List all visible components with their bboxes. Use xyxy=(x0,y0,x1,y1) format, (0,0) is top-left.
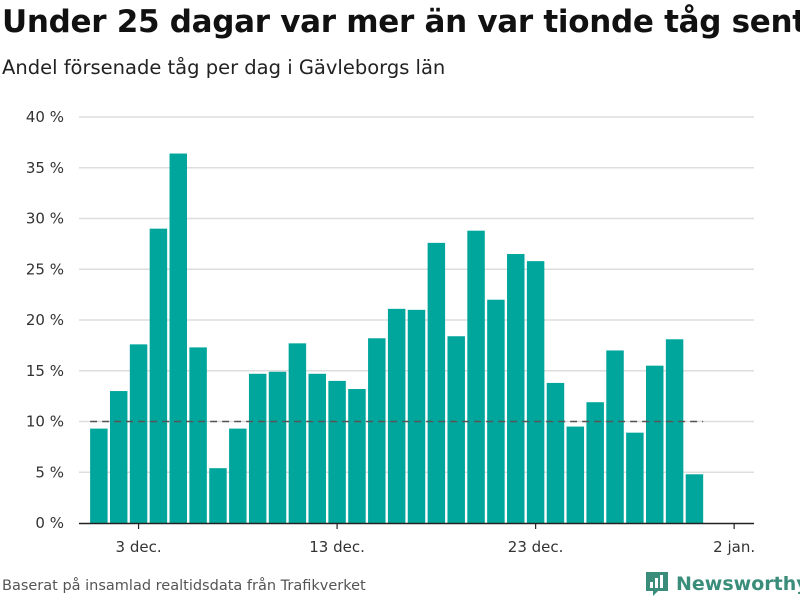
bar xyxy=(665,339,684,523)
bar xyxy=(229,428,247,523)
x-tick-label: 2 jan. xyxy=(713,538,755,556)
y-tick-label: 20 % xyxy=(26,311,64,329)
bar xyxy=(288,343,307,523)
bars xyxy=(90,153,704,524)
bar xyxy=(109,391,128,523)
y-tick-label: 10 % xyxy=(26,413,64,431)
bar xyxy=(646,365,664,523)
bar xyxy=(387,308,406,523)
chart-title: Under 25 dagar var mer än var tionde tåg… xyxy=(2,4,800,40)
bar xyxy=(566,426,585,523)
y-axis-ticks: 0 % 5 % 10 % 15 % 20 % 25 % 30 % 35 % 40 % xyxy=(26,108,64,532)
x-tick-label: 23 dec. xyxy=(508,538,564,556)
bar xyxy=(526,261,545,523)
bar xyxy=(348,389,366,523)
y-tick-label: 5 % xyxy=(35,463,64,481)
chart-subtitle: Andel försenade tåg per dag i Gävleborgs… xyxy=(2,56,446,79)
y-tick-label: 40 % xyxy=(26,108,64,126)
source-note: Baserat på insamlad realtidsdata från Tr… xyxy=(2,578,366,594)
bar xyxy=(248,373,267,523)
bar xyxy=(169,153,187,524)
x-tick-label: 13 dec. xyxy=(309,538,365,556)
bar xyxy=(447,336,465,523)
bar xyxy=(685,474,704,523)
bar xyxy=(308,373,326,523)
y-tick-label: 35 % xyxy=(26,159,64,177)
bar xyxy=(209,468,227,523)
y-tick-label: 15 % xyxy=(26,362,64,380)
bar xyxy=(546,382,565,523)
bar xyxy=(427,242,446,524)
bar xyxy=(586,402,604,523)
brand-logo: Newsworthy xyxy=(644,569,800,599)
bar xyxy=(189,347,207,523)
bar xyxy=(149,228,168,523)
bar xyxy=(90,428,108,523)
bar xyxy=(467,230,485,523)
bar xyxy=(606,350,624,523)
bar xyxy=(407,309,426,523)
bar xyxy=(328,380,346,523)
x-axis: 3 dec. 13 dec. 23 dec. 2 jan. xyxy=(79,522,755,556)
bar xyxy=(129,344,148,523)
bar xyxy=(368,338,386,523)
y-tick-label: 0 % xyxy=(35,514,64,532)
y-tick-label: 30 % xyxy=(26,210,64,228)
bar-chart-badge-icon xyxy=(646,572,668,596)
y-tick-label: 25 % xyxy=(26,260,64,278)
x-tick-label: 3 dec. xyxy=(116,538,162,556)
bar xyxy=(268,371,287,523)
bar xyxy=(507,254,525,523)
bar xyxy=(487,299,505,523)
brand-name: Newsworthy xyxy=(676,573,800,595)
bar xyxy=(626,432,644,523)
